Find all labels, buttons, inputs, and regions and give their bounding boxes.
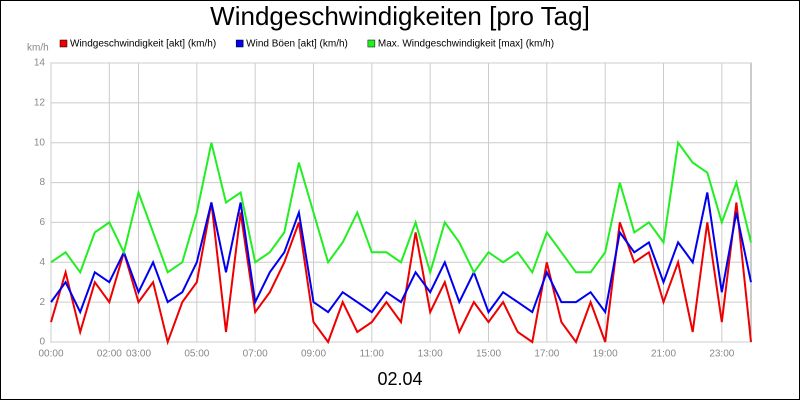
plot-area: 0 2 4 6 8 10 12 14 00:00 02:00 03:00 05:00 07:00 09:0… <box>34 58 752 360</box>
y-axis-label: km/h <box>27 43 49 54</box>
y-tick-label: 14 <box>34 58 46 69</box>
x-tick-label: 19:00 <box>593 349 618 360</box>
series-line <box>50 202 752 346</box>
legend-swatch <box>235 39 244 48</box>
x-tick-label: 07:00 <box>243 349 268 360</box>
chart-title: Windgeschwindigkeiten [pro Tag] <box>210 1 590 31</box>
x-tick-label: 21:00 <box>651 349 676 360</box>
y-tick-label: 2 <box>39 297 45 308</box>
legend-swatch <box>367 39 376 48</box>
y-tick-label: 4 <box>39 257 45 268</box>
legend: Windgeschwindigkeit [akt] (km/h) Wind Böe… <box>59 39 554 50</box>
y-tick-label: 0 <box>39 337 45 348</box>
x-tick-label: 15:00 <box>476 349 501 360</box>
y-tick-label: 6 <box>39 217 45 228</box>
x-tick-label: 02:00 <box>97 349 122 360</box>
x-tick-label: 13:00 <box>418 349 443 360</box>
series-line <box>50 140 752 276</box>
x-tick-label: 17:00 <box>534 349 559 360</box>
series-line <box>50 192 752 315</box>
x-tick-label: 05:00 <box>184 349 209 360</box>
y-tick-label: 8 <box>39 177 45 188</box>
y-tick-label: 10 <box>34 137 46 148</box>
x-tick-label: 09:00 <box>301 349 326 360</box>
y-tick-label: 12 <box>34 97 46 108</box>
x-axis-label: 02.04 <box>377 369 422 389</box>
x-tick-label: 03:00 <box>126 349 151 360</box>
x-tick-label: 11:00 <box>360 349 385 360</box>
x-tick-label: 00:00 <box>38 349 63 360</box>
legend-swatch <box>59 39 68 48</box>
x-tick-label: 23:00 <box>709 349 734 360</box>
legend-label: Wind Böen [akt] (km/h) <box>246 39 348 50</box>
legend-label: Max. Windgeschwindigkeit [max] (km/h) <box>378 39 554 50</box>
plot-background <box>50 62 752 343</box>
legend-label: Windgeschwindigkeit [akt] (km/h) <box>70 39 216 50</box>
